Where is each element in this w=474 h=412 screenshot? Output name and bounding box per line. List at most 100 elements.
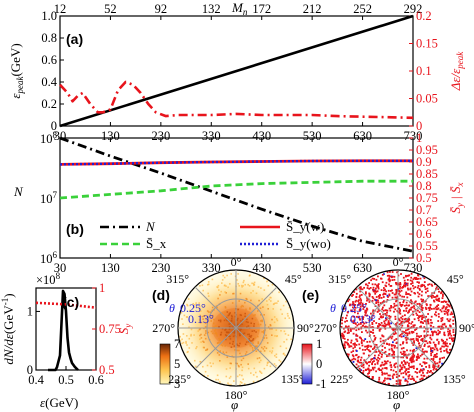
panel-d-colorbar-tick-label: 5 bbox=[174, 357, 180, 371]
legend-Sy-wo: S̄_y(wo) bbox=[286, 236, 331, 251]
panel-a-label: (a) bbox=[66, 31, 83, 47]
panel-d-colorbar-ticks: 3 5 7 bbox=[174, 337, 180, 391]
panel-b-series-line-1 bbox=[59, 179, 413, 200]
panel-d-colorbar-tick-label: 3 bbox=[174, 377, 180, 391]
panel-d-spoke bbox=[235, 327, 278, 370]
panel-a-top-axis-label: Mn bbox=[231, 0, 248, 17]
panel-e-phi-label: φ bbox=[393, 397, 400, 412]
panel-d-angle-label: 0° bbox=[231, 255, 242, 269]
panel-e-colorbar bbox=[301, 343, 313, 385]
panel-b-y-tick-label: 106 bbox=[40, 250, 58, 266]
panel-a-x-tick-label: 530 bbox=[303, 129, 322, 143]
panel-b-y-right-ticks: 0.50.550.60.650.70.750.80.850.90.951 bbox=[409, 131, 438, 265]
panel-e-label: (e) bbox=[302, 287, 319, 303]
panel-d-angle-label: 180° bbox=[225, 388, 248, 402]
panel-a-top-tick-label: 172 bbox=[252, 2, 271, 16]
panel-e-colorbar-tick-label: 1 bbox=[316, 337, 322, 351]
legend-Sx: S̄_x bbox=[146, 236, 167, 251]
panel-a-y-left-label: εpeak(GeV) bbox=[8, 43, 25, 98]
panel-b-y-left-label: N bbox=[13, 184, 24, 199]
panel-c: 0.4 0.5 0.6 01 0.50.751 (c) ×108 dN/dε(GeV… bbox=[0, 271, 133, 410]
panel-b: 30 130 230 330 430 530 630 730 106 107 108 0.50.5… bbox=[13, 130, 465, 288]
panel-a-y-right-tick-label: 0.05 bbox=[416, 92, 438, 106]
panel-b-y-right-tick-label: 0.8 bbox=[416, 179, 432, 193]
panel-a-y-right-tick-label: 0.1 bbox=[416, 64, 432, 78]
panel-c-series-line-0 bbox=[48, 289, 79, 372]
panel-a-top-tick-label: 292 bbox=[404, 2, 423, 16]
panel-b-y-right-tick-label: 0.7 bbox=[416, 203, 432, 217]
panel-b-legend: N S̄_y(w) S̄_x S̄_y(wo) bbox=[100, 219, 331, 251]
panel-b-x-tick-label: 30 bbox=[54, 261, 67, 275]
panel-e-spoke bbox=[397, 327, 440, 370]
panel-a-x-tick-label: 630 bbox=[353, 129, 372, 143]
panel-b-x-tick-label: 530 bbox=[303, 261, 322, 275]
panel-d-angle-label: 270° bbox=[152, 321, 175, 335]
panel-d-colorbar bbox=[159, 343, 171, 385]
panel-d-radial-013: 0.13° bbox=[188, 312, 214, 326]
panel-a-y-right-tick-label: 0.2 bbox=[416, 9, 432, 23]
panel-c-x-tick-label: 0.5 bbox=[58, 373, 74, 387]
panel-a-y-right-tick-label: 0.15 bbox=[416, 37, 438, 51]
panel-e-radial-013: 0.13° bbox=[350, 312, 376, 326]
panel-b-series-line-0 bbox=[59, 136, 414, 253]
panel-c-y-right-tick-label: 0.5 bbox=[99, 363, 115, 377]
panel-b-frame bbox=[59, 137, 414, 259]
panel-e-radial-025: 0.25° bbox=[341, 301, 367, 315]
panel-e-spoke bbox=[356, 286, 399, 329]
panel-a-top-tick-label: 92 bbox=[155, 2, 168, 16]
panel-a-top-ticks: 12 52 92 132 172 212 252 292 bbox=[54, 2, 423, 16]
panel-d-spoke bbox=[194, 327, 237, 370]
panel-d-spoke bbox=[235, 286, 278, 329]
panel-c-y-right-tick-label: 1 bbox=[99, 281, 105, 295]
panel-b-y-tick-label: 108 bbox=[40, 130, 58, 146]
panel-c-x-ticks: 0.4 0.5 0.6 bbox=[28, 366, 104, 387]
panel-a-x-ticks: 30 130 230 330 430 530 630 730 bbox=[54, 16, 423, 143]
panel-d-angle-label: 90° bbox=[297, 321, 314, 335]
panel-a-y-tick-label: 0.8 bbox=[41, 31, 57, 45]
panel-c-series bbox=[35, 289, 97, 372]
panel-b-x-ticks: 30 130 230 330 430 530 630 730 bbox=[54, 138, 422, 275]
panel-d-phi-label: φ bbox=[231, 397, 238, 412]
panel-a-y-tick-label: 0 bbox=[51, 119, 57, 133]
panel-e-angle-label: 270° bbox=[314, 321, 337, 335]
panel-e-angle-label: 45° bbox=[447, 272, 464, 286]
panel-d-radial-025: 0.25° bbox=[180, 301, 206, 315]
panel-e-angle-label: 315° bbox=[328, 272, 351, 286]
panel-b-y-right-tick-label: 0.65 bbox=[416, 215, 438, 229]
panel-a-series bbox=[59, 14, 414, 128]
panel-d: 3 5 7 0° 45° 90° 135° 180° 225° 270° 315° (d) θ 0… bbox=[152, 255, 314, 412]
panel-a-series-line-0 bbox=[59, 14, 414, 128]
panel-c-y-tick-label: 1 bbox=[27, 304, 33, 318]
panel-a-x-tick-label: 330 bbox=[202, 129, 221, 143]
panel-e-angle-label: 0° bbox=[393, 255, 404, 269]
panel-b-y-tick-label: 107 bbox=[40, 190, 58, 206]
panel-c-scale-label: ×108 bbox=[36, 271, 61, 287]
panel-a-top-tick-label: 132 bbox=[202, 2, 221, 16]
panel-d-colorbar-tick-label: 7 bbox=[174, 337, 180, 351]
panel-b-series-line-3 bbox=[59, 159, 413, 166]
panel-b-x-tick-label: 230 bbox=[151, 261, 170, 275]
panel-c-y-tick-label: 0 bbox=[27, 363, 33, 377]
panel-b-y-right-tick-label: 0.6 bbox=[416, 227, 432, 241]
panel-a-y-tick-label: 1.0 bbox=[41, 9, 57, 23]
panel-c-y-right-ticks: 0.5 0.75 1 bbox=[92, 281, 121, 377]
panel-a-y-left-ticks: 0 0.2 0.4 0.6 0.8 1.0 bbox=[41, 9, 64, 133]
panel-b-x-tick-label: 630 bbox=[353, 261, 372, 275]
panel-e-scatter bbox=[340, 270, 456, 386]
panel-b-y-right-tick-label: 0.95 bbox=[416, 143, 438, 157]
panel-a: 30 130 230 330 430 530 630 730 12 52 92 132 172 212 2… bbox=[8, 0, 465, 143]
panel-d-angle-label: 45° bbox=[285, 272, 302, 286]
panel-b-y-right-label: S̄y | S̄x bbox=[448, 182, 465, 213]
panel-d-polar-grid: 0° 45° 90° 135° 180° 225° 270° 315° bbox=[152, 255, 314, 402]
legend-Sy-w: S̄_y(w) bbox=[286, 219, 324, 234]
panel-a-top-tick-label: 252 bbox=[353, 2, 372, 16]
panel-a-x-tick-label: 730 bbox=[404, 129, 423, 143]
panel-d-angle-label: 135° bbox=[281, 372, 304, 386]
panel-b-label: (b) bbox=[66, 221, 84, 237]
panel-e-polar-grid: 0° 45° 90° 135° 180° 225° 270° 315° bbox=[314, 255, 474, 402]
panel-e-colorbar-tick-label: 0 bbox=[316, 357, 322, 371]
panel-a-x-tick-label: 130 bbox=[101, 129, 120, 143]
panel-b-x-tick-label: 430 bbox=[252, 261, 271, 275]
panel-a-top-tick-label: 12 bbox=[54, 2, 67, 16]
panel-b-y-right-tick-label: 0.85 bbox=[416, 167, 438, 181]
